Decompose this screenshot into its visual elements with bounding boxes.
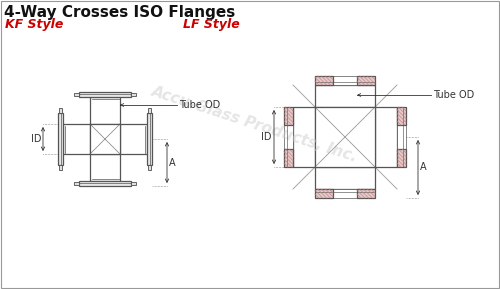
Text: A: A xyxy=(169,158,175,168)
Text: ID: ID xyxy=(262,132,272,142)
Text: ID: ID xyxy=(30,134,41,144)
Bar xyxy=(397,107,406,125)
Bar xyxy=(315,85,375,107)
Bar xyxy=(147,113,152,165)
Bar xyxy=(148,165,151,170)
Bar xyxy=(284,107,293,125)
Bar xyxy=(63,124,90,154)
Bar xyxy=(293,107,315,167)
Bar xyxy=(333,76,357,85)
Bar xyxy=(90,154,120,181)
Text: A: A xyxy=(420,162,426,173)
Bar xyxy=(120,124,147,154)
Text: Tube OD: Tube OD xyxy=(433,90,474,100)
Bar xyxy=(315,167,375,189)
Bar xyxy=(284,149,293,167)
Bar xyxy=(284,125,293,149)
Bar xyxy=(357,76,375,85)
Bar xyxy=(131,93,136,96)
Bar xyxy=(397,149,406,167)
Bar xyxy=(315,76,333,85)
Bar xyxy=(59,165,62,170)
Bar xyxy=(357,189,375,198)
Bar xyxy=(315,107,375,167)
Bar xyxy=(74,93,79,96)
Bar xyxy=(397,125,406,149)
Bar xyxy=(58,113,63,165)
Bar xyxy=(148,108,151,113)
Bar xyxy=(90,97,120,124)
Bar xyxy=(59,108,62,113)
Bar xyxy=(131,182,136,185)
Bar xyxy=(74,182,79,185)
Bar xyxy=(90,124,120,154)
Bar xyxy=(375,107,397,167)
Text: LF Style: LF Style xyxy=(183,18,240,31)
Text: 4-Way Crosses ISO Flanges: 4-Way Crosses ISO Flanges xyxy=(4,5,235,20)
Text: Tube OD: Tube OD xyxy=(179,100,220,110)
Text: Accu-Glass Products, Inc.: Accu-Glass Products, Inc. xyxy=(150,84,360,164)
Text: KF Style: KF Style xyxy=(5,18,64,31)
Bar xyxy=(333,189,357,198)
Bar xyxy=(79,92,131,97)
Bar xyxy=(315,189,333,198)
Bar xyxy=(79,181,131,186)
